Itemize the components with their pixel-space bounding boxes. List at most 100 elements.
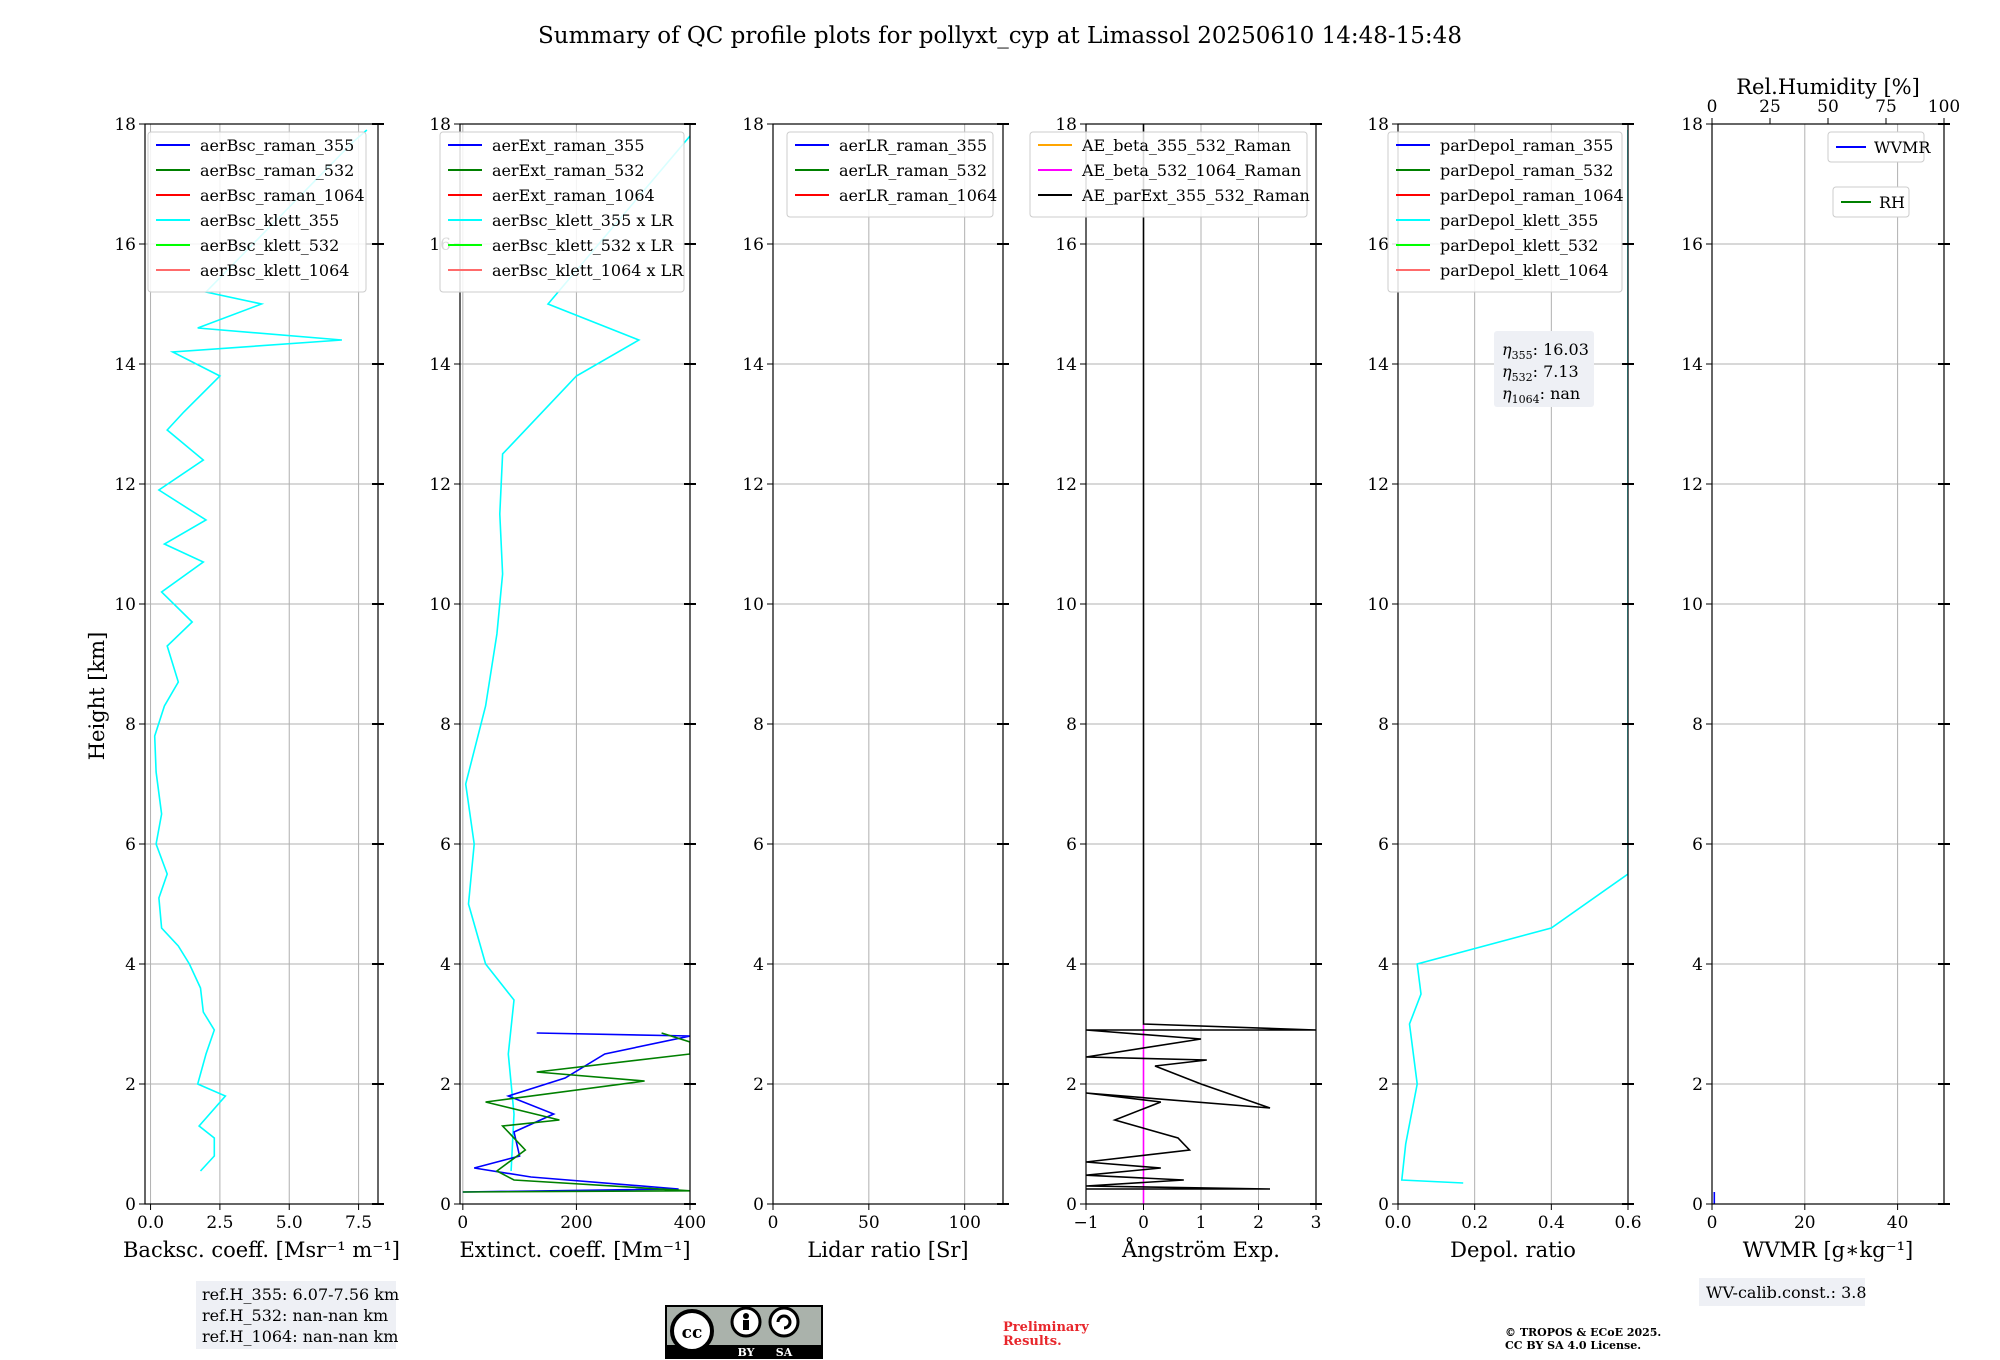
x-axis-label: Extinct. coeff. [Mm⁻¹] bbox=[459, 1238, 690, 1262]
y-tick-label: 4 bbox=[125, 955, 136, 975]
x-tick-label: 0.0 bbox=[1384, 1213, 1411, 1233]
legend: aerBsc_raman_355 aerBsc_raman_532 aerBsc_r… bbox=[147, 131, 367, 293]
x-tick-label: 200 bbox=[560, 1213, 592, 1233]
y-tick-label: 8 bbox=[1692, 715, 1703, 735]
legend-entry: aerExt_raman_355 bbox=[492, 136, 645, 155]
y-tick-label: 14 bbox=[429, 355, 451, 375]
y-tick-label: 10 bbox=[742, 595, 764, 615]
axes-frame bbox=[459, 123, 691, 1205]
eta-1064: η1064: nan bbox=[1502, 384, 1580, 406]
y-tick-label: 2 bbox=[753, 1075, 764, 1095]
y-tick-label: 6 bbox=[440, 835, 451, 855]
top-tick-label: 100 bbox=[1928, 97, 1960, 117]
cc-license-badge: cc BY SA bbox=[665, 1305, 823, 1359]
series-group bbox=[1400, 130, 1628, 1184]
y-tick-label: 0 bbox=[753, 1195, 764, 1215]
legend-box bbox=[1029, 131, 1308, 218]
x-axis-label: Backsc. coeff. [Msr⁻¹ m⁻¹] bbox=[123, 1238, 400, 1262]
x-tick-label: 0.6 bbox=[1614, 1213, 1641, 1233]
eta-355: η355: 16.03 bbox=[1502, 340, 1589, 362]
eta-box bbox=[1494, 331, 1594, 407]
x-tick-label: 0 bbox=[768, 1213, 779, 1233]
legend-entry: parDepol_klett_532 bbox=[1440, 236, 1598, 255]
y-tick-label: 18 bbox=[1681, 115, 1703, 135]
y-tick-label: 8 bbox=[1378, 715, 1389, 735]
legend-entry: parDepol_raman_355 bbox=[1440, 136, 1613, 155]
y-tick-label: 10 bbox=[1055, 595, 1077, 615]
legend-entry: aerBsc_raman_355 bbox=[200, 136, 354, 155]
y-tick-label: 4 bbox=[1692, 955, 1703, 975]
axes-frame bbox=[772, 123, 1004, 1205]
y-tick-label: 8 bbox=[1066, 715, 1077, 735]
top-axis-label: Rel.Humidity [%] bbox=[1736, 75, 1920, 99]
panel-extinction: 0200400024681012141618Extinct. coeff. [M… bbox=[429, 115, 706, 1262]
svg-text:SA: SA bbox=[776, 1346, 793, 1359]
y-tick-label: 14 bbox=[1367, 355, 1389, 375]
x-axis-label: Ångström Exp. bbox=[1121, 1237, 1280, 1262]
preliminary-line-1: Preliminary bbox=[1003, 1320, 1089, 1335]
y-tick-label: 2 bbox=[125, 1075, 136, 1095]
y-tick-label: 4 bbox=[1378, 955, 1389, 975]
y-tick-label: 0 bbox=[125, 1195, 136, 1215]
y-tick-label: 10 bbox=[114, 595, 136, 615]
x-tick-label: 0 bbox=[1138, 1213, 1149, 1233]
y-tick-label: 8 bbox=[753, 715, 764, 735]
y-tick-label: 4 bbox=[440, 955, 451, 975]
legend-entry: parDepol_raman_1064 bbox=[1440, 186, 1624, 205]
x-axis-label: Depol. ratio bbox=[1450, 1238, 1576, 1262]
preliminary-line-2: Results. bbox=[1003, 1334, 1062, 1349]
legend: WVMR RH bbox=[1827, 131, 1931, 218]
legend-entry: parDepol_raman_532 bbox=[1440, 161, 1613, 180]
y-tick-label: 0 bbox=[1066, 1195, 1077, 1215]
y-tick-label: 16 bbox=[114, 235, 136, 255]
legend-entry: RH bbox=[1879, 193, 1905, 212]
y-tick-label: 8 bbox=[125, 715, 136, 735]
y-tick-label: 4 bbox=[1066, 955, 1077, 975]
panel-lidar-ratio: 0 50 100 0 2 4 6 8 10 12 14 16 18 Lidar ratio [Sr] aer… bbox=[742, 115, 1009, 1262]
series-group bbox=[1086, 124, 1316, 1204]
axes-frame bbox=[1397, 123, 1629, 1205]
y-tick-label: 18 bbox=[1367, 115, 1389, 135]
ref-height-355: ref.H_355: 6.07-7.56 km bbox=[202, 1285, 399, 1304]
svg-text:cc: cc bbox=[682, 1323, 703, 1343]
x-tick-label: 7.5 bbox=[345, 1213, 372, 1233]
y-tick-label: 12 bbox=[429, 475, 451, 495]
x-axis-label: Lidar ratio [Sr] bbox=[807, 1238, 968, 1262]
legend-entry: aerExt_raman_532 bbox=[492, 161, 645, 180]
legend-entry: aerLR_raman_1064 bbox=[839, 186, 997, 205]
y-tick-label: 8 bbox=[440, 715, 451, 735]
legend-entry: aerExt_raman_1064 bbox=[492, 186, 655, 205]
x-tick-label: 400 bbox=[674, 1213, 706, 1233]
x-axis-label: WVMR [g∗kg⁻¹] bbox=[1743, 1238, 1914, 1262]
series-line-AE_parExt_355_532_Raman bbox=[1086, 124, 1316, 1190]
y-tick-label: 16 bbox=[1681, 235, 1703, 255]
legend-entry: aerBsc_raman_532 bbox=[200, 161, 354, 180]
y-tick-label: 14 bbox=[114, 355, 136, 375]
ref-height-532: ref.H_532: nan-nan km bbox=[202, 1306, 388, 1325]
share-alike-icon bbox=[768, 1306, 800, 1338]
legend-entry: aerBsc_raman_1064 bbox=[200, 186, 365, 205]
wv-calib-box bbox=[1699, 1278, 1865, 1306]
x-tick-label: 0 bbox=[457, 1213, 468, 1233]
legend-entry: parDepol_klett_1064 bbox=[1440, 261, 1609, 280]
series-group bbox=[153, 129, 368, 1172]
y-tick-label: 18 bbox=[429, 115, 451, 135]
legend-entry: aerBsc_klett_355 bbox=[200, 211, 339, 230]
x-tick-label: 20 bbox=[1794, 1213, 1816, 1233]
legend-entry: aerLR_raman_355 bbox=[839, 136, 987, 155]
y-tick-label: 6 bbox=[1692, 835, 1703, 855]
x-tick-label: 0.2 bbox=[1461, 1213, 1488, 1233]
legend-box bbox=[439, 131, 685, 293]
legend: AE_beta_355_532_Raman AE_beta_532_1064_Ra… bbox=[1029, 131, 1310, 218]
y-tick-label: 14 bbox=[1055, 355, 1077, 375]
top-tick-label: 25 bbox=[1759, 97, 1781, 117]
legend-entry: aerBsc_klett_1064 bbox=[200, 261, 349, 280]
panel-wvmr: 0 20 40 0 2 4 6 8 10 12 14 16 18 WVMR [g∗kg⁻¹] 0 25 50 75… bbox=[1681, 75, 1960, 1262]
legend-entry: AE_beta_532_1064_Raman bbox=[1081, 161, 1301, 180]
legend-box bbox=[1387, 131, 1623, 293]
y-tick-label: 12 bbox=[1367, 475, 1389, 495]
y-tick-label: 16 bbox=[1055, 235, 1077, 255]
y-tick-label: 0 bbox=[440, 1195, 451, 1215]
